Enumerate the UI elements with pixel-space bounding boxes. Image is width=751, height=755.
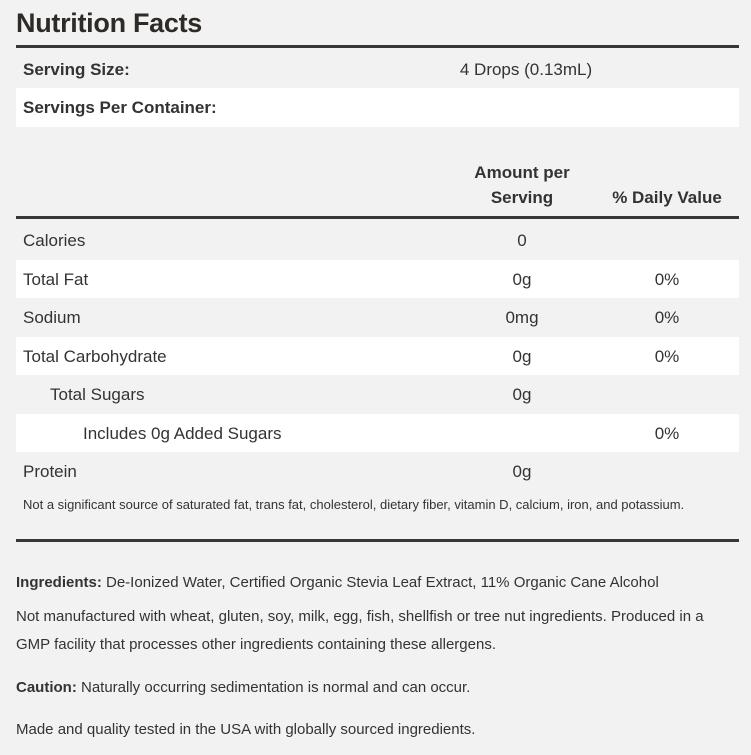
- nutrient-daily-value: 0%: [654, 346, 680, 366]
- nutrient-daily-value: 0%: [654, 269, 680, 289]
- nutrient-name: Includes 0g Added Sugars: [83, 423, 282, 443]
- nutrient-row: Total Fat 0g 0%: [16, 259, 739, 298]
- caution-label: Caution:: [16, 679, 77, 696]
- caution-text: Naturally occurring sedimentation is nor…: [76, 679, 471, 696]
- amount-header-line2: Serving: [490, 188, 554, 207]
- nutrient-row: Sodium 0mg 0%: [16, 298, 739, 337]
- nutrient-row: Includes 0g Added Sugars 0%: [16, 413, 739, 452]
- ingredients-label: Ingredients:: [16, 574, 102, 591]
- nutrient-row: Total Carbohydrate 0g 0%: [16, 336, 739, 375]
- nutrient-name: Calories: [23, 231, 86, 250]
- divider: [16, 45, 739, 48]
- amount-header-line1: Amount per: [474, 163, 570, 182]
- nutrient-amount: 0g: [512, 462, 532, 481]
- nutrient-daily-value: 0%: [654, 308, 680, 327]
- nutrient-name: Sodium: [23, 308, 81, 327]
- nutrient-row: Protein 0g: [16, 452, 739, 491]
- serving-size-label: Serving Size:: [23, 60, 130, 79]
- serving-size-row: Serving Size: 4 Drops (0.13mL): [16, 50, 739, 89]
- nutrient-amount: 0: [517, 231, 527, 250]
- serving-size-value: 4 Drops (0.13mL): [459, 60, 593, 79]
- nutrient-name: Total Fat: [23, 269, 89, 289]
- nutrient-row: Calories 0: [16, 221, 739, 260]
- nutrient-amount: 0mg: [505, 308, 539, 327]
- nutrient-amount: 0g: [512, 385, 532, 404]
- servings-per-container-label: Servings Per Container:: [23, 98, 217, 117]
- ingredients-text: De-Ionized Water, Certified Organic Stev…: [101, 574, 659, 591]
- nutrient-amount: 0g: [512, 269, 532, 289]
- ingredients: Ingredients: De-Ionized Water, Certified…: [16, 569, 739, 597]
- nutrient-name: Protein: [23, 462, 77, 481]
- page-title: Nutrition Facts: [16, 8, 203, 38]
- daily-value-header: % Daily Value: [612, 188, 722, 207]
- divider: [16, 216, 739, 219]
- caution: Caution: Naturally occurring sedimentati…: [16, 674, 739, 702]
- nutrient-daily-value: 0%: [654, 423, 680, 443]
- divider: [16, 539, 739, 542]
- amount-per-serving-header: Amount per Serving: [452, 160, 592, 210]
- origin-statement: Made and quality tested in the USA with …: [16, 721, 476, 738]
- nutrient-name: Total Carbohydrate: [23, 346, 167, 366]
- footnote: Not a significant source of saturated fa…: [23, 497, 685, 512]
- nutrient-amount: 0g: [512, 346, 532, 366]
- servings-per-container-row: Servings Per Container:: [16, 88, 739, 127]
- nutrient-row: Total Sugars 0g: [16, 375, 739, 414]
- nutrient-name: Total Sugars: [50, 385, 145, 404]
- allergen-statement: Not manufactured with wheat, gluten, soy…: [16, 608, 704, 653]
